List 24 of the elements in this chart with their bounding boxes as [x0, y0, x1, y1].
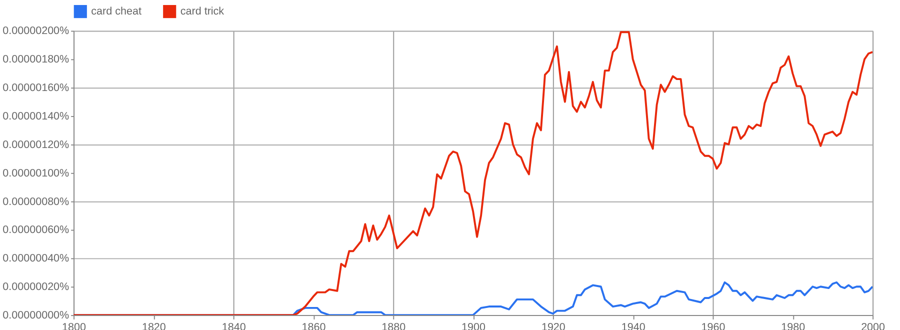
y-tick-label: 0.00000080%	[2, 196, 70, 208]
x-tick-label: 1960	[701, 321, 726, 330]
legend-label: card cheat	[91, 5, 142, 18]
x-tick-label: 1880	[382, 321, 406, 330]
x-tick-label: 1920	[541, 321, 566, 330]
y-tick-label: 0.00000000%	[2, 309, 70, 322]
y-tick-label: 0.00000140%	[2, 110, 70, 122]
x-tick-label: 1980	[781, 321, 806, 330]
x-tick-label: 2000	[861, 321, 886, 330]
x-tick-label: 1940	[621, 321, 646, 330]
legend-label: card trick	[180, 5, 225, 18]
y-tick-label: 0.00000060%	[2, 224, 70, 236]
y-tick-label: 0.00000180%	[2, 54, 70, 66]
y-tick-label: 0.00000200%	[2, 25, 70, 38]
y-tick-label: 0.00000100%	[2, 167, 70, 180]
x-tick-label: 1820	[142, 321, 166, 330]
y-tick-label: 0.00000020%	[2, 281, 70, 294]
x-tick-label: 1900	[462, 321, 486, 330]
y-tick-label: 0.00000160%	[2, 82, 70, 94]
y-tick-label: 0.00000120%	[2, 138, 70, 151]
x-tick-label: 1860	[302, 321, 326, 330]
x-tick-label: 1800	[62, 321, 86, 330]
y-tick-label: 0.00000040%	[2, 252, 70, 265]
x-tick-label: 1840	[222, 321, 246, 330]
